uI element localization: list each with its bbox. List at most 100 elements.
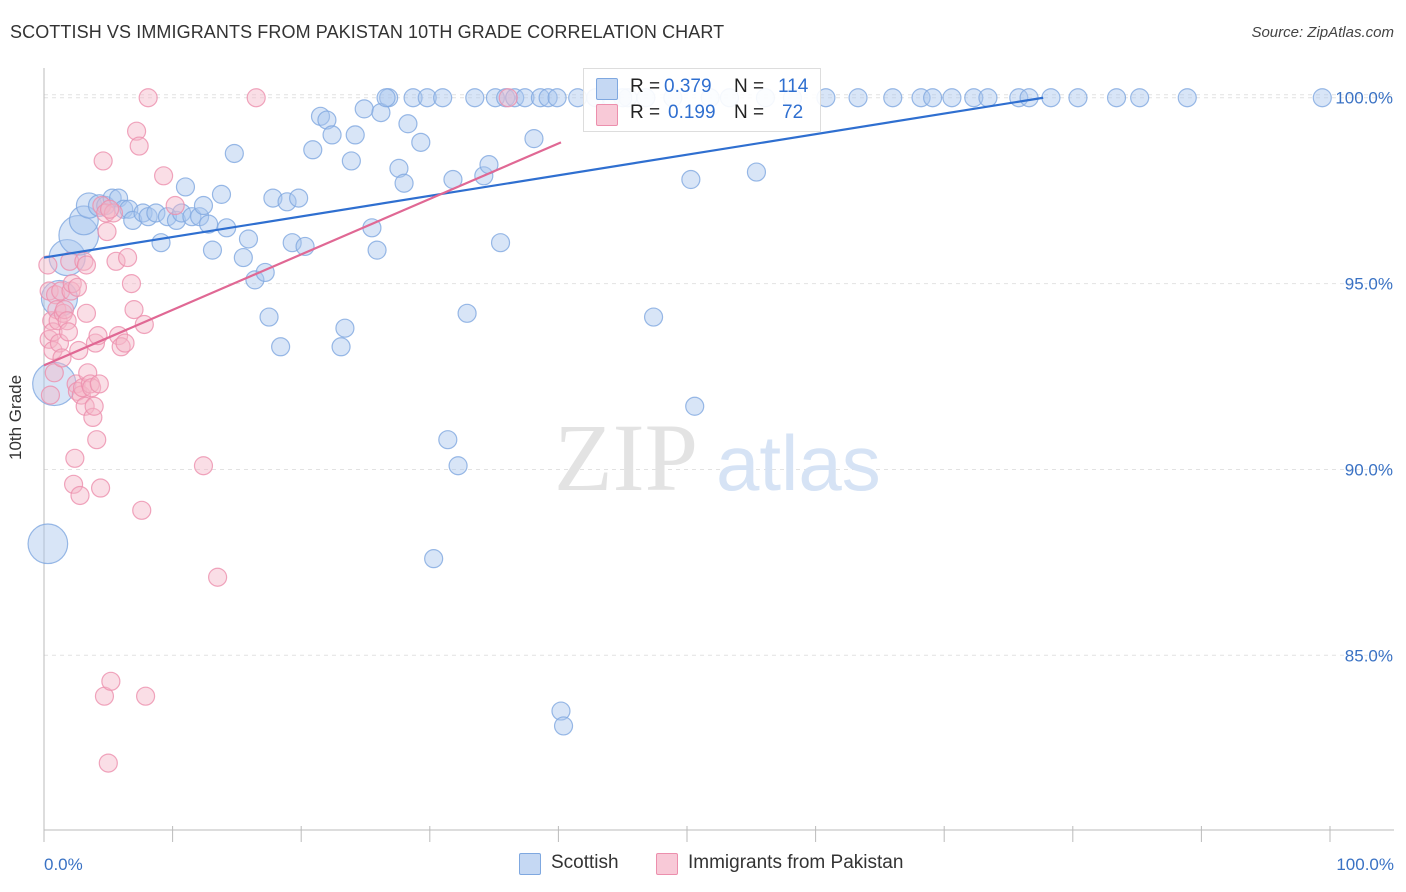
scottish-point [398,114,418,134]
scottish-point [345,125,365,145]
legend-r-value: 0.199 [668,102,716,123]
pakistan-point [246,88,266,108]
pakistan-point [76,255,97,275]
scottish-point [341,151,361,171]
pakistan-point [65,448,85,468]
pakistan-point [63,474,84,494]
scottish-point [505,88,525,108]
pakistan-point [208,567,228,587]
scottish-point [448,456,468,476]
pakistan-point [97,221,117,242]
pakistan-point [498,88,518,108]
pakistan-point [117,247,138,268]
scottish-point [303,140,323,160]
legend-r-value: 0.379 [664,76,712,97]
scottish-point [883,88,903,108]
scottish-point [685,396,705,416]
scottish-point [322,125,342,145]
series-pakistan [38,88,518,773]
pakistan-point [89,374,109,394]
bottom-legend-label-pakistan: Immigrants from Pakistan [688,852,904,873]
bottom-legend-swatch-pakistan [656,853,678,875]
legend-swatch-scottish [596,78,618,100]
x-tick-label-min: 0.0% [44,855,83,874]
pakistan-point [62,273,82,294]
legend-r-label: R = [630,76,661,97]
pakistan-point [93,151,113,171]
pakistan-point [44,363,64,383]
y-tick-label: 85.0% [1345,646,1393,665]
scottish-point [417,88,437,108]
y-tick-label: 90.0% [1345,460,1393,479]
scottish-point [551,701,571,721]
pakistan-point [138,88,158,108]
pakistan-point [67,277,88,297]
trend-line-pakistan [43,141,562,367]
scottish-point [643,307,664,327]
pakistan-point [99,199,120,219]
legend-n-value: 114 [778,76,809,97]
pakistan-point [129,136,149,156]
pakistan-point [193,456,214,476]
legend-n-label: N = [734,76,765,97]
pakistan-point [40,385,61,405]
pakistan-point [76,303,97,323]
axes [43,68,1394,831]
scottish-point [746,162,767,182]
scottish-point [1130,88,1150,108]
pakistan-point [70,485,90,506]
pakistan-point [115,333,135,353]
legend-n-label: N = [734,102,765,123]
scottish-point [490,233,511,253]
chart-title: SCOTTISH VS IMMIGRANTS FROM PAKISTAN 10T… [10,22,725,42]
scottish-point [515,88,535,108]
scottish-point [317,110,337,130]
pakistan-point [126,121,147,141]
scottish-point [211,184,232,204]
source-note: Source: ZipAtlas.com [1251,24,1394,41]
scottish-point [172,203,192,223]
trend-line-scottish [43,96,1044,259]
pakistan-point [96,203,116,223]
scottish-point [411,132,431,152]
pakistan-point [132,500,152,520]
pakistan-point [106,251,126,271]
y-tick-label: 100.0% [1335,89,1393,108]
x-ticks [43,826,1331,842]
pakistan-point [78,363,98,383]
scottish-point [923,88,943,108]
scottish-point [403,88,423,108]
scottish-point [1312,88,1332,108]
bottom-legend-swatch-scottish [519,853,541,875]
watermark-atlas: atlas [716,419,881,507]
pakistan-point [101,671,121,691]
scottish-point [238,229,259,249]
scottish-point [354,99,374,119]
scottish-point [942,88,962,108]
scottish-point [27,523,69,565]
scottish-point [1177,88,1197,108]
scottish-point [233,247,253,268]
scottish-point [289,188,309,208]
scottish-point [123,210,143,230]
scottish-point [259,307,279,327]
scottish-point [1019,88,1039,108]
scottish-point [146,203,166,223]
y-tick-labels: 85.0% 90.0% 95.0% 100.0% [1335,89,1393,666]
scottish-point [151,233,171,253]
scottish-point [1041,88,1061,108]
scottish-point [199,214,219,234]
scottish-point [547,88,567,108]
pakistan-point [98,753,118,773]
y-tick-label: 95.0% [1345,275,1393,294]
pakistan-point [45,285,66,305]
scottish-point [1106,88,1127,108]
scottish-point [911,88,931,108]
scottish-point [457,303,477,323]
scottish-point [438,430,458,450]
x-tick-label-max: 100.0% [1336,855,1394,874]
scottish-point [277,192,297,212]
scottish-point [1068,88,1088,108]
grid-lines [44,94,1394,656]
scottish-point [394,173,414,193]
